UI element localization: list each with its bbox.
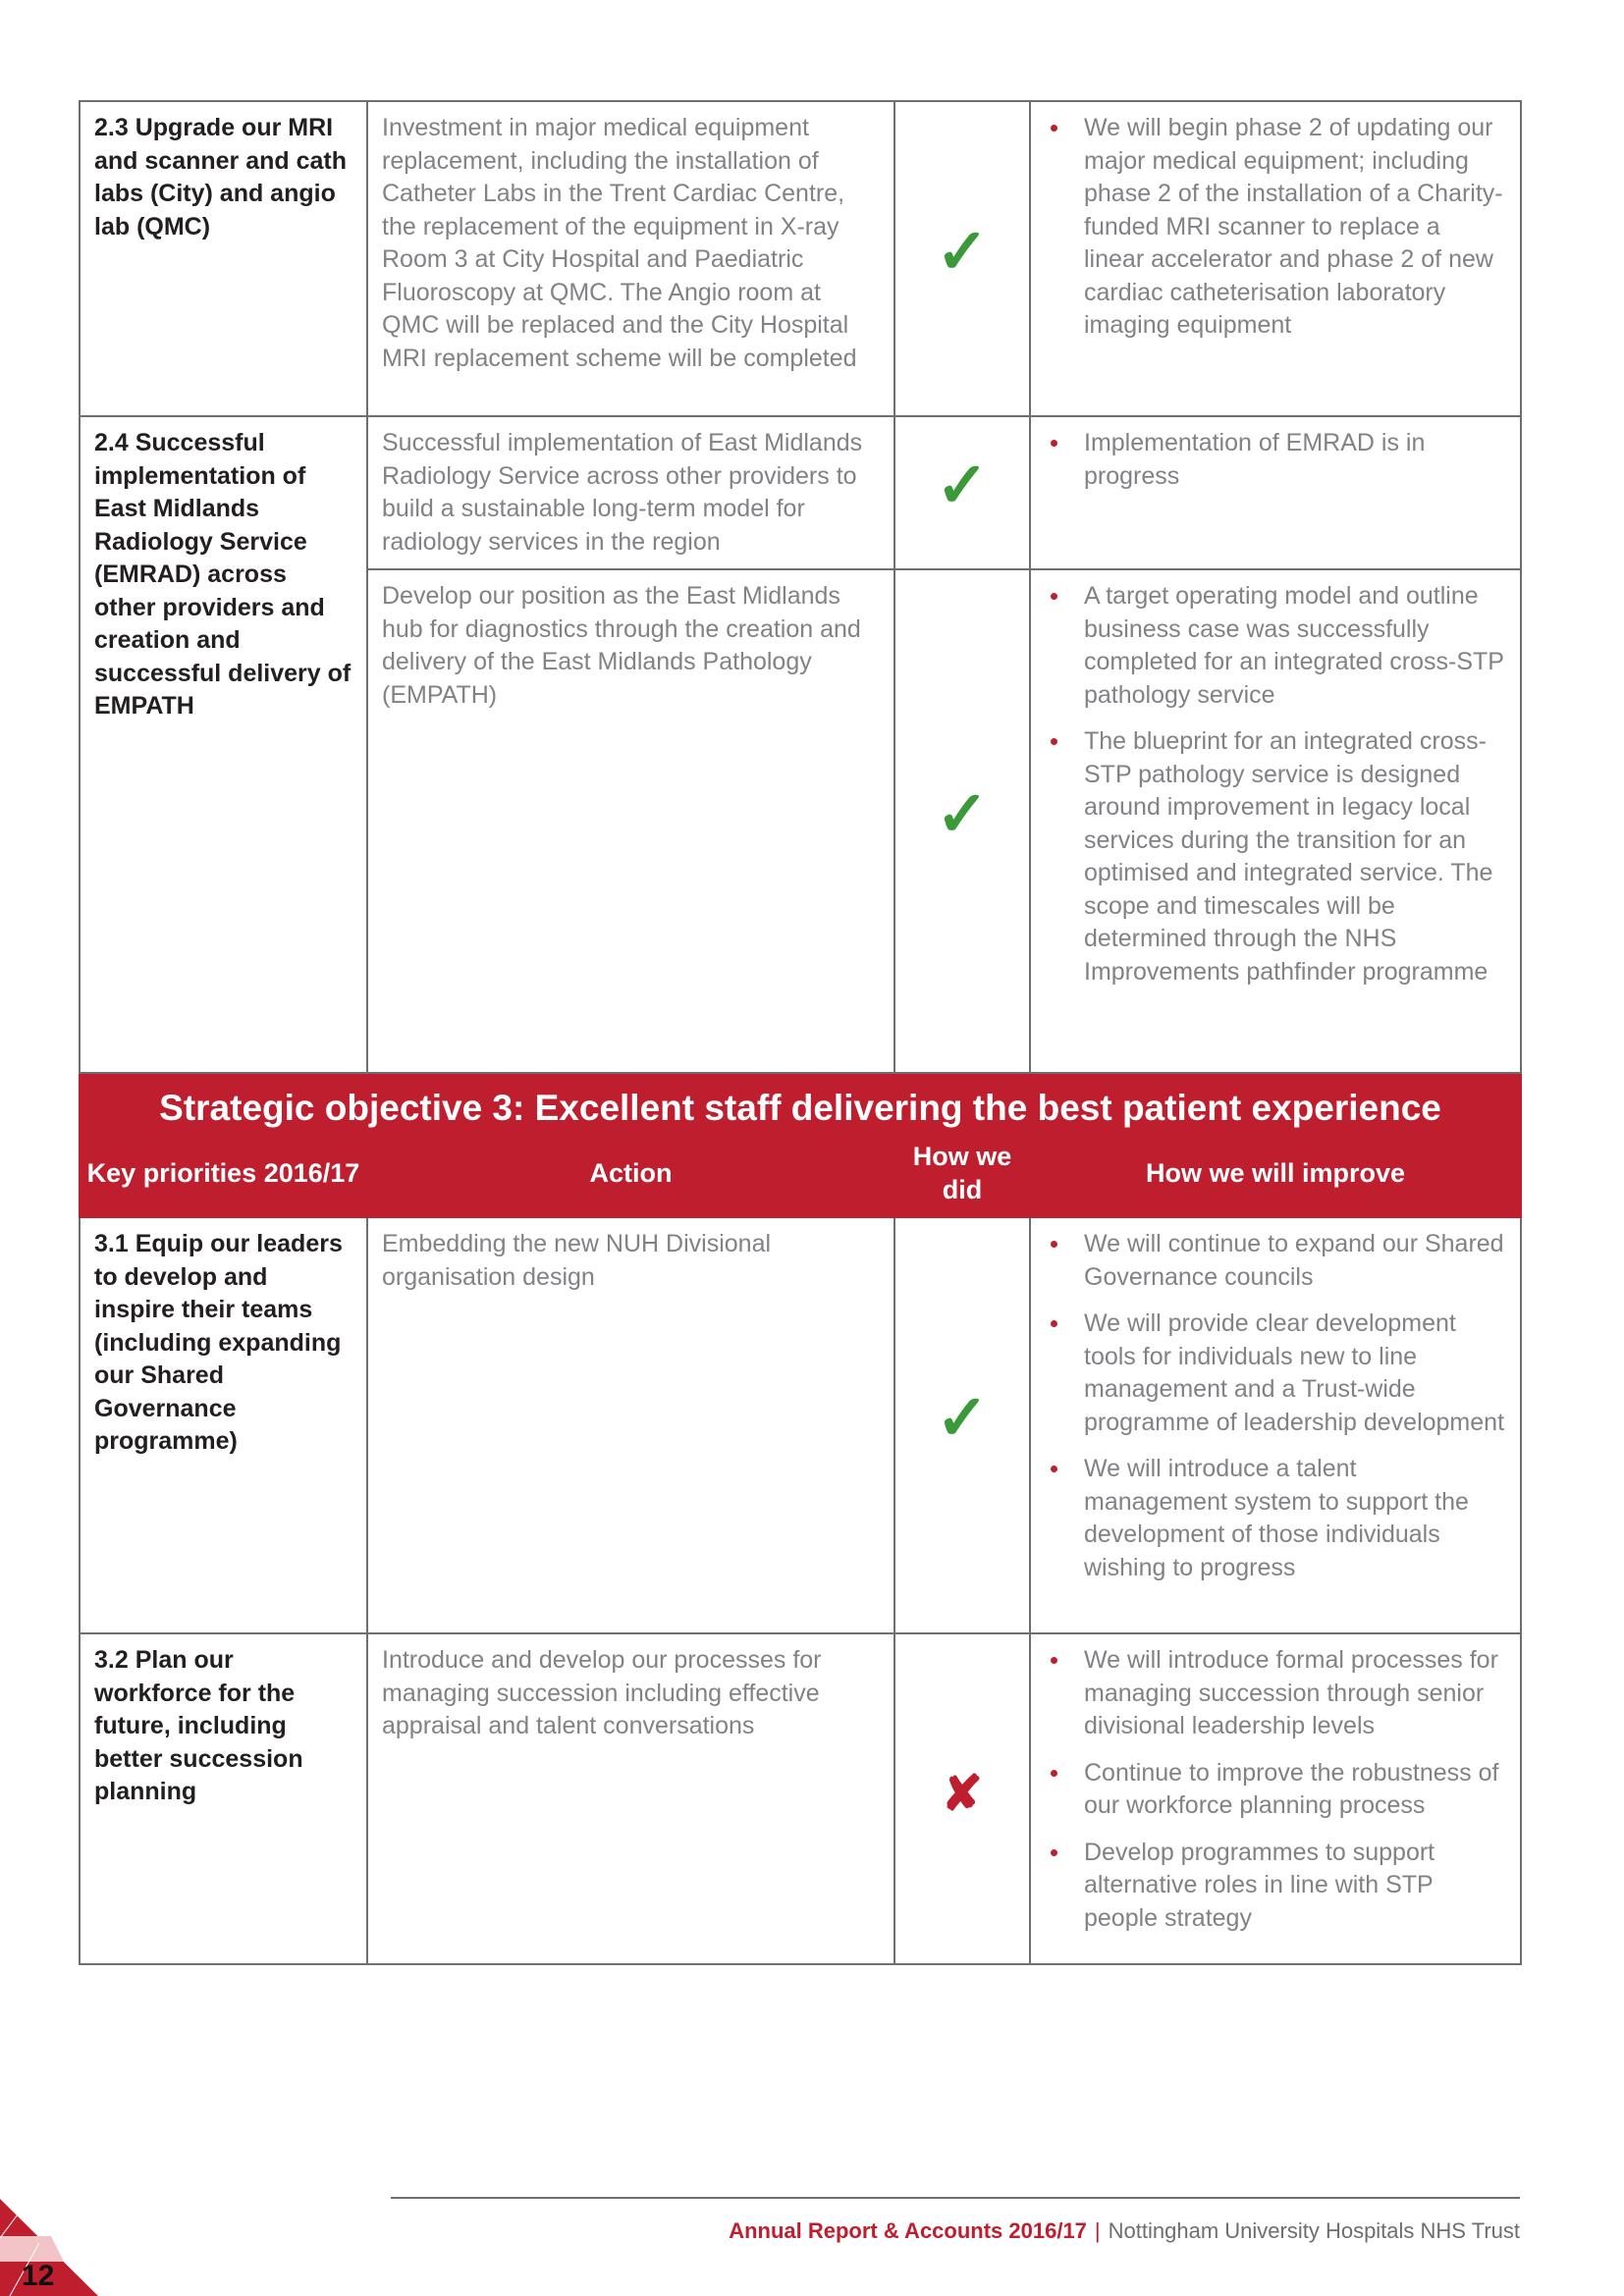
check-icon: ✓ [936,215,989,287]
footer-separator: | [1094,2218,1101,2243]
objective-title: Strategic objective 3: Excellent staff d… [79,1072,1522,1137]
status-cell: ✓ [893,568,1031,1074]
table-row: Develop our position as the East Midland… [80,568,1522,1074]
improve-cell: A target operating model and outline bus… [1029,568,1522,1074]
list-item: Continue to improve the robustness of ou… [1051,1757,1506,1823]
page-corner-graphic [0,2199,98,2296]
improve-cell: Implementation of EMRAD is in progress [1029,415,1522,570]
check-icon: ✓ [936,777,989,849]
cross-icon: ✘ [942,1766,983,1822]
table-row: 2.3 Upgrade our MRI and scanner and cath… [79,100,1522,417]
action-cell: Successful implementation of East Midlan… [366,415,895,570]
objectives-table: 2.3 Upgrade our MRI and scanner and cath… [79,100,1522,1965]
improve-cell: We will introduce formal processes for m… [1029,1632,1522,1965]
status-cell: ✓ [893,100,1031,417]
status-cell: ✓ [893,1216,1031,1634]
table-row: 3.1 Equip our leaders to develop and ins… [79,1216,1522,1634]
list-item: We will begin phase 2 of updating our ma… [1051,112,1506,343]
table-header: Key priorities 2016/17 Action How we did… [79,1135,1522,1218]
header-how-we-will-improve: How we will improve [1029,1135,1522,1218]
list-item: Develop programmes to support alternativ… [1051,1837,1506,1936]
header-how-we-did: How we did [893,1135,1031,1218]
list-item: We will introduce formal processes for m… [1051,1644,1506,1743]
priority-cell: 2.3 Upgrade our MRI and scanner and cath… [79,100,368,417]
action-cell: Develop our position as the East Midland… [366,568,895,1074]
status-cell: ✘ [893,1632,1031,1965]
improve-cell: We will begin phase 2 of updating our ma… [1029,100,1522,417]
priority-cell: 2.4 Successful implementation of East Mi… [79,415,368,1074]
list-item: We will introduce a talent management sy… [1051,1453,1506,1584]
footer: Annual Report & Accounts 2016/17 | Notting… [729,2218,1520,2244]
action-cell: Embedding the new NUH Divisional organis… [366,1216,895,1634]
footer-report: Annual Report & Accounts 2016/17 [729,2218,1087,2243]
list-item: Implementation of EMRAD is in progress [1051,427,1506,493]
action-cell: Investment in major medical equipment re… [366,100,895,417]
list-item: The blueprint for an integrated cross-ST… [1051,725,1506,988]
action-cell: Introduce and develop our processes for … [366,1632,895,1965]
list-item: We will provide clear development tools … [1051,1308,1506,1439]
check-icon: ✓ [936,1382,989,1454]
status-cell: ✓ [893,415,1031,570]
list-item: A target operating model and outline bus… [1051,580,1506,712]
priority-cell: 3.2 Plan our workforce for the future, i… [79,1632,368,1965]
header-key-priorities: Key priorities 2016/17 [79,1135,368,1218]
footer-divider [391,2197,1520,2199]
footer-org: Nottingham University Hospitals NHS Trus… [1108,2218,1520,2243]
list-item: We will continue to expand our Shared Go… [1051,1228,1506,1294]
page-number: 12 [22,2260,55,2292]
table-row: 2.4 Successful implementation of East Mi… [79,415,1522,1074]
check-icon: ✓ [936,450,989,521]
table-row: 3.2 Plan our workforce for the future, i… [79,1632,1522,1965]
improve-cell: We will continue to expand our Shared Go… [1029,1216,1522,1634]
priority-cell: 3.1 Equip our leaders to develop and ins… [79,1216,368,1634]
header-action: Action [366,1135,895,1218]
